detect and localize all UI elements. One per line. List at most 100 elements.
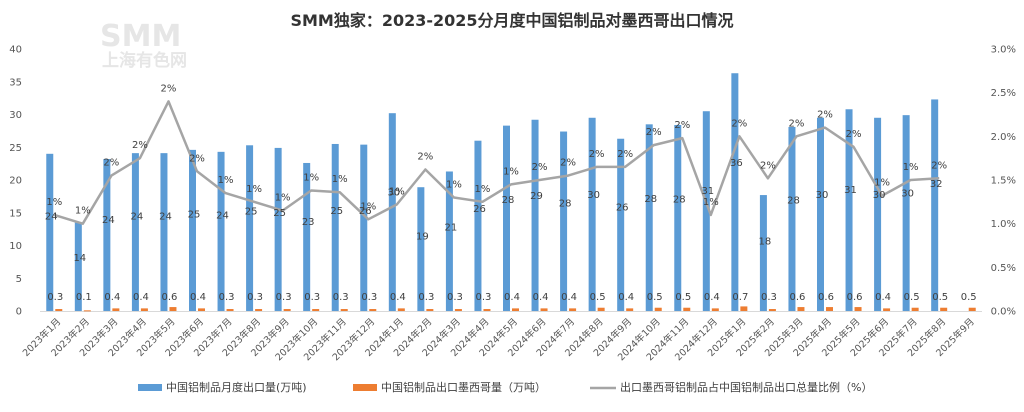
label-mexico-share: 1% — [360, 201, 376, 212]
label-mexico-volume: 0.3 — [361, 292, 377, 303]
label-mexico-volume: 0.6 — [847, 292, 863, 303]
label-export-volume: 32 — [930, 179, 943, 190]
label-export-volume: 24 — [45, 212, 58, 223]
label-export-volume: 30 — [901, 188, 914, 199]
label-mexico-share: 2% — [817, 110, 833, 121]
label-mexico-share: 1% — [389, 186, 405, 197]
y-left-tick: 25 — [9, 143, 22, 154]
bar-mexico-volume — [426, 309, 434, 311]
label-mexico-volume: 0.3 — [47, 292, 63, 303]
bar-mexico-volume — [169, 307, 177, 311]
bar-mexico-volume — [654, 307, 662, 311]
label-mexico-volume: 0.3 — [219, 292, 235, 303]
y-left-tick: 30 — [9, 110, 22, 121]
bar-export-volume — [674, 124, 682, 311]
bar-export-volume — [560, 131, 568, 311]
bar-mexico-volume — [283, 309, 291, 311]
watermark-logo: SMM — [100, 19, 181, 54]
label-export-volume: 21 — [445, 222, 458, 233]
label-mexico-share: 2% — [161, 83, 177, 94]
label-export-volume: 14 — [73, 253, 86, 264]
label-export-volume: 30 — [873, 190, 886, 201]
series-mexico-volume — [55, 306, 976, 312]
bar-export-volume — [702, 111, 710, 311]
bar-export-volume — [331, 143, 339, 311]
right-axis: 0.0% 0.5% 1.0% 1.5% 2.0% 2.5% 3.0% — [991, 45, 1016, 318]
label-mexico-share: 1% — [475, 184, 491, 195]
label-mexico-volume: 0.5 — [961, 292, 977, 303]
label-mexico-share: 2% — [931, 160, 947, 171]
bar-export-volume — [931, 99, 939, 311]
legend: 中国铝制品月度出口量(万吨) 中国铝制品出口墨西哥量（万吨） 出口墨西哥铝制品占… — [138, 380, 872, 394]
label-export-volume: 25 — [188, 209, 201, 220]
bar-mexico-volume — [483, 309, 491, 311]
bar-mexico-volume — [112, 308, 120, 311]
y-left-tick: 0 — [16, 307, 22, 318]
bar-export-volume — [617, 138, 625, 311]
label-export-volume: 25 — [273, 208, 286, 219]
y-right-tick: 1.0% — [991, 219, 1016, 230]
label-mexico-share: 1% — [246, 184, 262, 195]
label-mexico-volume: 0.6 — [818, 292, 834, 303]
label-mexico-volume: 0.3 — [418, 292, 434, 303]
label-export-volume: 28 — [644, 194, 657, 205]
bar-mexico-volume — [768, 309, 776, 311]
bar-mexico-volume — [911, 307, 919, 311]
bar-mexico-volume — [711, 308, 719, 311]
bar-export-volume — [74, 222, 82, 311]
label-export-volume: 23 — [302, 217, 315, 228]
bar-mexico-volume — [968, 307, 976, 311]
label-mexico-volume: 0.7 — [732, 292, 748, 303]
label-export-volume: 30 — [587, 190, 600, 201]
label-mexico-volume: 0.3 — [304, 292, 320, 303]
label-mexico-share: 2% — [846, 129, 862, 140]
bar-mexico-volume — [683, 307, 691, 311]
label-export-volume: 24 — [102, 215, 115, 226]
label-mexico-volume: 0.4 — [618, 292, 634, 303]
bar-export-volume — [274, 147, 282, 311]
bar-export-volume — [417, 187, 425, 311]
label-export-volume: 31 — [844, 185, 857, 196]
label-export-volume: 26 — [359, 206, 372, 217]
label-export-volume: 24 — [216, 211, 229, 222]
bar-export-volume — [645, 124, 653, 311]
label-mexico-share: 2% — [731, 118, 747, 129]
label-mexico-volume: 0.6 — [162, 292, 178, 303]
label-mexico-volume: 0.3 — [761, 292, 777, 303]
label-export-volume: 30 — [816, 190, 829, 201]
y-right-tick: 3.0% — [991, 45, 1016, 56]
label-mexico-volume: 0.4 — [504, 292, 520, 303]
label-mexico-volume: 0.4 — [533, 292, 549, 303]
bar-export-volume — [788, 126, 796, 311]
label-mexico-share: 2% — [560, 158, 576, 169]
label-mexico-share: 1% — [446, 179, 462, 190]
y-left-tick: 40 — [9, 45, 22, 56]
label-mexico-share: 1% — [703, 197, 719, 208]
legend-swatch-export-volume — [138, 384, 162, 391]
legend-label-mexico-share: 出口墨西哥铝制品占中国铝制品出口总量比例（%） — [620, 380, 872, 394]
label-mexico-volume: 0.5 — [932, 292, 948, 303]
label-export-volume: 25 — [330, 206, 343, 217]
label-mexico-volume: 0.5 — [590, 292, 606, 303]
watermark: SMM 上海有色网 — [100, 19, 187, 71]
label-export-volume: 28 — [502, 195, 515, 206]
label-export-volume: 26 — [473, 204, 486, 215]
label-mexico-share: 2% — [417, 152, 433, 163]
label-mexico-share: 1% — [75, 206, 91, 217]
label-mexico-volume: 0.4 — [390, 292, 406, 303]
bar-export-volume — [103, 159, 111, 311]
bar-export-volume — [246, 145, 254, 311]
x-axis-ticks: 2023年1月2023年2月2023年3月2023年4月2023年5月2023年… — [20, 316, 977, 364]
bar-export-volume — [817, 117, 824, 312]
label-export-volume: 28 — [787, 196, 800, 207]
bar-mexico-volume — [512, 308, 519, 311]
label-mexico-share: 1% — [503, 166, 519, 177]
bar-mexico-volume — [312, 309, 320, 311]
bar-mexico-volume — [198, 308, 205, 311]
y-left-tick: 35 — [9, 77, 22, 88]
chart-title: SMM独家：2023-2025分月度中国铝制品对墨西哥出口情况 — [290, 11, 733, 30]
bar-mexico-volume — [740, 306, 748, 311]
bar-export-volume — [46, 153, 54, 311]
bar-mexico-volume — [226, 309, 234, 311]
label-mexico-share: 2% — [132, 140, 148, 151]
